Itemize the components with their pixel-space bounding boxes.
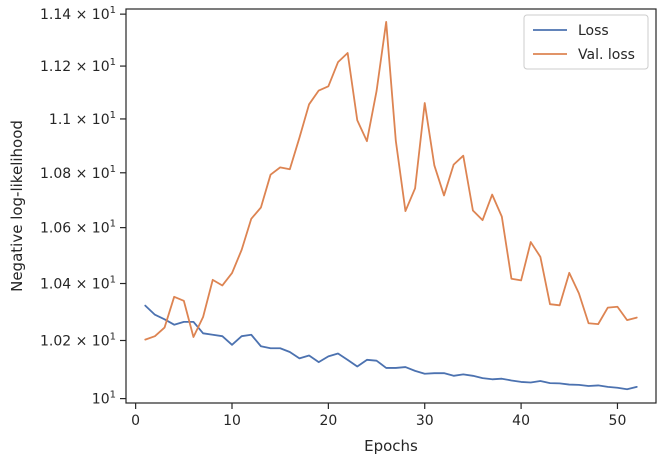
ticks-layer: 0 10 20 30 40 50 101 1.02 × 101 1.04 × 101 1.06 ×…	[40, 5, 626, 429]
y-tick-label: 1.04 × 101	[40, 275, 116, 293]
x-tick-label: 50	[609, 413, 627, 429]
series-lines	[144, 20, 638, 391]
y-tick-label: 1.08 × 101	[40, 164, 116, 182]
plot-area-frame	[125, 8, 657, 404]
y-tick-label: 1.02 × 101	[40, 331, 116, 349]
legend-label-loss: Loss	[578, 23, 609, 39]
legend-box	[523, 14, 649, 70]
x-tick-label: 10	[223, 413, 241, 429]
series-line-val-loss	[144, 20, 638, 341]
y-tick-label: 1.12 × 101	[40, 57, 116, 75]
x-tick-label: 0	[131, 413, 140, 429]
y-axis-label: Negative log-likelihood	[8, 120, 26, 292]
y-tick-label: 1.06 × 101	[40, 219, 116, 237]
legend: Loss Val. loss	[523, 14, 649, 70]
y-tick-label: 1.1 × 101	[49, 110, 116, 128]
x-tick-label: 30	[416, 413, 434, 429]
x-tick-label: 20	[319, 413, 337, 429]
series-line-loss	[144, 304, 638, 391]
y-tick-label: 1.14 × 101	[40, 5, 116, 23]
legend-label-val-loss: Val. loss	[578, 47, 635, 63]
x-tick-label: 40	[512, 413, 530, 429]
x-axis-label: Epochs	[364, 437, 418, 455]
y-tick-label: 101	[92, 390, 116, 408]
